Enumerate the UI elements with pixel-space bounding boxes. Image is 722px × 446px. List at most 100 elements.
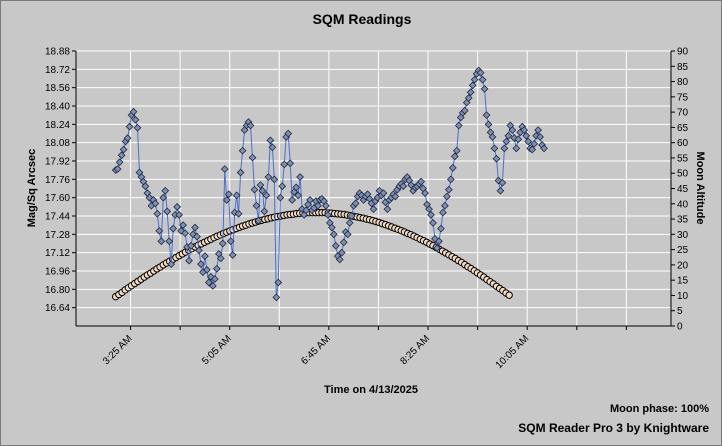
sqm-point: [119, 145, 128, 154]
sqm-point: [115, 158, 124, 167]
y2-tick-label: 5: [677, 306, 683, 317]
sqm-point: [448, 164, 457, 172]
sqm-point: [383, 205, 392, 213]
y-tick-label: 18.08: [45, 138, 70, 149]
sqm-point: [248, 153, 257, 162]
sqm-point: [452, 146, 461, 155]
sqm-point: [238, 146, 247, 155]
sqm-point: [425, 205, 433, 213]
sqm-point: [262, 191, 271, 200]
sqm-point: [165, 237, 174, 246]
sqm-point: [133, 123, 142, 132]
sqm-point: [524, 137, 533, 146]
y2-tick-label: 35: [677, 215, 689, 226]
sqm-point: [272, 293, 281, 302]
sqm-point: [185, 256, 193, 265]
sqm-point: [450, 152, 459, 161]
y-tick-label: 18.72: [45, 65, 70, 76]
y2-tick-label: 80: [677, 77, 689, 88]
y2-tick-label: 85: [677, 62, 689, 73]
y-tick-label: 17.76: [45, 175, 70, 186]
y2-tick-label: 10: [677, 291, 689, 302]
sqm-point: [151, 199, 160, 208]
sqm-point: [266, 136, 275, 145]
y-tick-label: 16.96: [45, 267, 70, 278]
x-tick-label: 3:25 AM: [101, 333, 135, 367]
sqm-point: [246, 121, 255, 130]
y-tick-label: 16.80: [45, 285, 70, 296]
sqm-point: [254, 216, 263, 225]
sqm-point: [292, 183, 301, 192]
y-axis-label: Mag/Sq Arcsec: [26, 149, 38, 227]
y2-tick-label: 90: [677, 47, 689, 58]
sqm-point: [399, 182, 408, 191]
y2-tick-label: 70: [677, 108, 689, 119]
y2-tick-label: 30: [677, 230, 689, 241]
sqm-point: [490, 144, 499, 153]
y2-tick-label: 45: [677, 184, 689, 195]
sqm-point: [163, 207, 172, 216]
sqm-point: [179, 221, 187, 230]
sqm-point: [484, 120, 493, 129]
sqm-point: [195, 246, 203, 255]
sqm-point: [228, 251, 237, 259]
y2-tick-label: 65: [677, 123, 689, 134]
sqm-point: [522, 131, 531, 140]
sqm-point: [407, 181, 416, 189]
y-tick-label: 18.24: [45, 120, 70, 131]
sqm-point: [226, 237, 235, 246]
sqm-point: [417, 177, 425, 186]
sqm-point: [155, 227, 164, 235]
sqm-point: [187, 241, 195, 250]
sqm-point: [502, 137, 511, 146]
sqm-point: [252, 201, 261, 210]
sqm-point: [437, 224, 445, 233]
sqm-point: [175, 210, 183, 219]
sqm-point: [117, 151, 126, 160]
sqm-point: [278, 182, 287, 191]
plot-area: [76, 51, 671, 326]
sqm-point: [193, 232, 201, 241]
sqm-point: [429, 219, 437, 227]
sqm-point: [510, 134, 519, 142]
sqm-point: [466, 88, 475, 97]
y-tick-label: 18.56: [45, 83, 70, 94]
sqm-point: [129, 107, 138, 116]
y-tick-label: 18.88: [45, 47, 70, 58]
sqm-point: [167, 260, 176, 268]
sqm-point: [476, 68, 485, 77]
x-tick-label: 8:25 AM: [398, 333, 432, 367]
sqm-point: [504, 131, 513, 140]
sqm-point: [345, 219, 354, 227]
sqm-point: [286, 159, 295, 168]
sqm-point: [454, 121, 463, 130]
sqm-point: [508, 126, 517, 134]
sqm-point: [216, 254, 225, 263]
sqm-point: [443, 192, 451, 201]
sqm-point: [339, 238, 348, 247]
sqm-point: [203, 265, 211, 274]
sqm-point: [201, 252, 209, 260]
y2-tick-label: 40: [677, 199, 689, 210]
sqm-point: [327, 223, 336, 232]
sqm-point: [379, 189, 388, 197]
sqm-point: [534, 126, 542, 134]
sqm-point: [427, 210, 435, 219]
sqm-point: [224, 190, 233, 199]
y-tick-label: 17.60: [45, 193, 70, 204]
y2-axis-label: Moon Altitude: [694, 152, 706, 225]
sqm-point: [530, 139, 539, 148]
sqm-point: [421, 189, 429, 197]
sqm-point: [220, 165, 229, 173]
sqm-point: [294, 191, 302, 200]
sqm-point: [260, 207, 269, 216]
sqm-point: [169, 224, 178, 233]
sqm-point: [500, 144, 509, 153]
sqm-point: [232, 191, 241, 200]
sqm-point: [470, 75, 479, 84]
sqm-point: [264, 173, 273, 181]
sqm-point: [276, 193, 285, 202]
sqm-point: [435, 237, 443, 246]
sqm-point: [250, 185, 259, 194]
sqm-point: [210, 275, 219, 283]
